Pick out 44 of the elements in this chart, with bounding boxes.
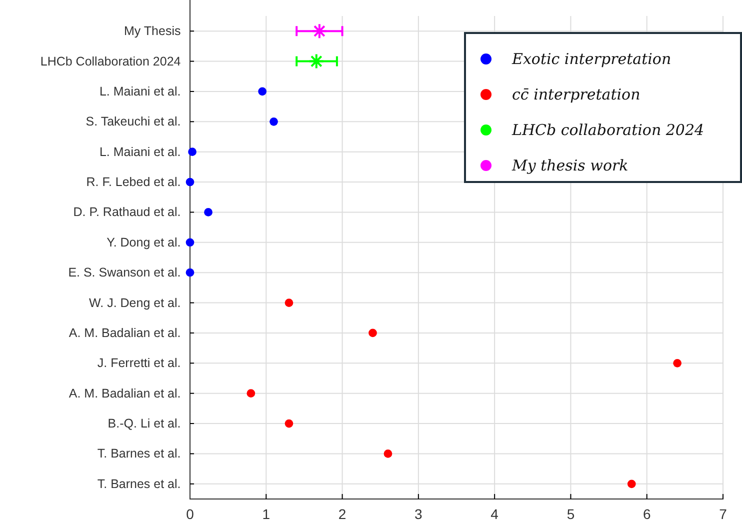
y-tick-label: My Thesis bbox=[124, 24, 181, 38]
y-tick-label: A. M. Badalian et al. bbox=[68, 326, 181, 340]
y-tick-label: J. Ferretti et al. bbox=[97, 356, 181, 370]
x-tick-label: 4 bbox=[490, 506, 499, 522]
y-tick-label: R. F. Lebed et al. bbox=[86, 175, 181, 190]
x-tick-label: 3 bbox=[414, 506, 423, 522]
x-tick-label: 1 bbox=[262, 506, 270, 522]
point bbox=[284, 298, 294, 307]
y-tick-label: Y. Dong et al. bbox=[106, 235, 181, 250]
point bbox=[284, 419, 294, 428]
y-tick-label: B.-Q. Li et al. bbox=[108, 416, 181, 431]
x-tick-label: 5 bbox=[566, 506, 575, 522]
point bbox=[186, 178, 194, 186]
point bbox=[627, 480, 636, 488]
point bbox=[308, 53, 324, 70]
point bbox=[270, 117, 278, 126]
legend-label: My thesis work bbox=[511, 156, 628, 174]
y-tick-label: S. Takeuchi et al. bbox=[86, 114, 181, 129]
point bbox=[258, 87, 267, 96]
point bbox=[673, 358, 682, 368]
x-tick-label: 0 bbox=[186, 506, 194, 522]
y-tick-label: T. Barnes et al. bbox=[97, 476, 181, 491]
point bbox=[368, 328, 377, 338]
legend-label: Exotic interpretation bbox=[511, 50, 672, 68]
point bbox=[204, 208, 212, 216]
legend-label: cc̄ interpretation bbox=[512, 86, 640, 104]
point bbox=[188, 148, 196, 156]
y-tick-label: D. P. Rathaud et al. bbox=[73, 205, 181, 220]
y-tick-label: T. Barnes et al. bbox=[97, 446, 181, 461]
y-tick-label: LHCb Collaboration 2024 bbox=[40, 54, 181, 68]
y-tick-label: A. M. Badalian et al. bbox=[68, 386, 181, 400]
point bbox=[246, 389, 256, 398]
x-tick-label: 2 bbox=[338, 506, 346, 522]
y-tick-label: E. S. Swanson et al. bbox=[68, 266, 181, 280]
y-tick-label: L. Maiani et al. bbox=[99, 144, 181, 159]
point bbox=[384, 450, 392, 458]
x-tick-label: 7 bbox=[719, 506, 728, 522]
y-tick-label: W. J. Deng et al. bbox=[89, 296, 181, 310]
point bbox=[186, 238, 194, 247]
y-tick-label: L. Maiani et al. bbox=[99, 84, 181, 98]
x-tick-label: 6 bbox=[642, 506, 651, 522]
legend-label: LHCb collaboration 2024 bbox=[511, 121, 704, 139]
point bbox=[186, 268, 194, 277]
point bbox=[311, 23, 328, 40]
